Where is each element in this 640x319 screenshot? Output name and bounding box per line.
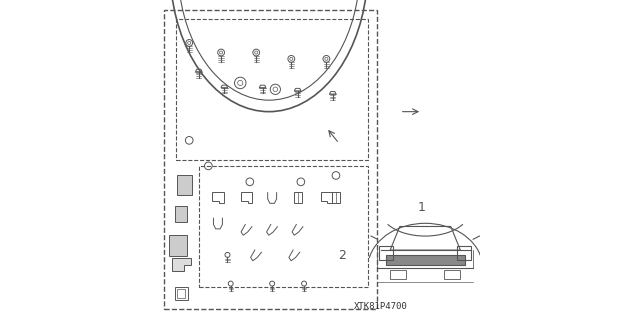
Polygon shape — [172, 258, 191, 271]
Text: 1: 1 — [418, 201, 426, 214]
Bar — [175, 287, 188, 300]
Text: XTK81P4700: XTK81P4700 — [354, 302, 408, 311]
Bar — [457, 246, 471, 260]
Bar — [444, 270, 460, 279]
Bar — [177, 175, 191, 195]
Bar — [294, 192, 301, 204]
Bar — [175, 206, 188, 222]
Bar — [199, 166, 368, 287]
Bar — [390, 270, 406, 279]
Bar — [380, 246, 394, 260]
Bar — [177, 289, 186, 298]
Text: 2: 2 — [339, 249, 346, 262]
Bar — [164, 10, 378, 309]
Bar — [177, 19, 368, 160]
Bar — [386, 255, 465, 265]
Bar — [169, 235, 187, 256]
Bar — [332, 192, 340, 204]
